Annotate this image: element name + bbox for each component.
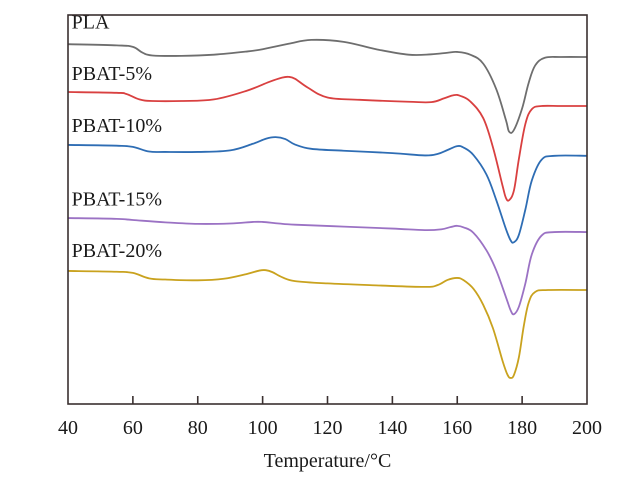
series-line-pbat-10 — [67, 136, 588, 244]
series-label-pbat-5: PBAT-5% — [72, 63, 152, 85]
series-line-pbat-20 — [67, 269, 588, 379]
series-labels-layer: PLA PBAT-5% PBAT-10% PBAT-15% PBAT-20% — [72, 12, 162, 262]
x-tick-label-200: 200 — [572, 417, 602, 439]
x-tick-label-60: 60 — [123, 417, 143, 439]
series-label-pbat-15: PBAT-15% — [72, 189, 162, 211]
x-tick-label-100: 100 — [248, 417, 278, 439]
series-layer — [67, 38, 588, 379]
x-tick-label-40: 40 — [58, 417, 78, 439]
x-tick-label-80: 80 — [188, 417, 208, 439]
series-label-pla: PLA — [72, 12, 110, 34]
x-tick-label-140: 140 — [377, 417, 407, 439]
x-axis-tick-labels: 40 60 80 100 120 140 160 180 200 — [58, 417, 602, 439]
series-label-pbat-10: PBAT-10% — [72, 115, 162, 137]
x-tick-label-180: 180 — [507, 417, 537, 439]
series-line-pla — [67, 38, 588, 134]
x-tick-label-160: 160 — [442, 417, 472, 439]
series-line-pbat-5 — [67, 75, 587, 202]
x-axis-ticks — [132, 396, 523, 404]
x-tick-label-120: 120 — [313, 417, 343, 439]
series-label-pbat-20: PBAT-20% — [72, 240, 162, 262]
series-line-pbat-15 — [67, 217, 588, 316]
x-axis-title: Temperature/°C — [264, 450, 392, 472]
